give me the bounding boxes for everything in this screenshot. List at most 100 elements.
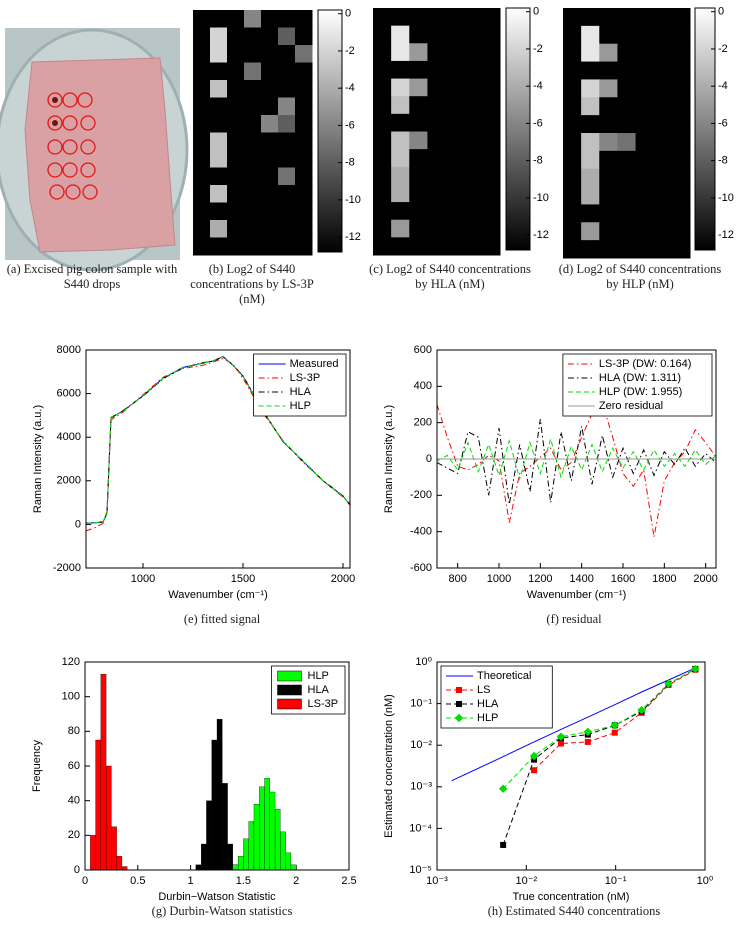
legend-label: LS-3P (DW: 0.164) — [599, 358, 692, 370]
heatmap-cell — [227, 80, 245, 98]
heatmap-cell — [481, 96, 501, 115]
y-tick-label: 100 — [62, 691, 80, 703]
heatmap-cell — [261, 167, 279, 186]
marker — [454, 713, 464, 723]
marker — [498, 784, 508, 793]
heatmap-cell — [653, 222, 673, 241]
heatmap-cell — [563, 115, 582, 134]
heatmap-cell — [210, 132, 228, 151]
heatmap-cell — [653, 168, 673, 188]
heatmap-cell — [210, 150, 228, 168]
series-line — [451, 667, 696, 782]
legend-swatch — [277, 684, 302, 696]
colorbar-tick-label: -2 — [718, 43, 728, 55]
heatmap-cell — [599, 43, 618, 63]
x-axis-label: Wavenumber (cm⁻¹) — [527, 589, 627, 601]
histogram-bar — [116, 855, 123, 871]
heatmap-cell — [563, 61, 582, 80]
x-tick-label: 1800 — [652, 573, 676, 585]
histogram-bar — [95, 739, 101, 871]
heatmap-cell — [617, 25, 637, 45]
legend-swatch — [277, 698, 302, 710]
heatmap-cell — [563, 186, 582, 205]
heatmap-cell — [210, 185, 228, 203]
y-tick-label: 0 — [426, 453, 432, 465]
heatmap-cell — [581, 240, 600, 259]
heatmap-cell — [599, 240, 618, 259]
legend-label: LS — [477, 684, 490, 696]
heatmap-cell — [427, 60, 447, 80]
heatmap-cell — [599, 79, 618, 98]
heatmap-cell — [427, 8, 447, 27]
y-axis-label: Raman Intensity (a.u.) — [383, 405, 395, 513]
heatmap-cell — [599, 186, 618, 205]
heatmap-cell — [563, 25, 582, 45]
heatmap-cell — [653, 8, 673, 27]
heatmap-cell — [653, 25, 673, 45]
heatmap-cell — [409, 113, 428, 132]
heatmap-cell — [445, 219, 465, 238]
drop-circle — [80, 115, 96, 131]
colorbar — [317, 9, 343, 253]
heatmap-cell — [391, 60, 410, 80]
y-axis-label: Estimated concentration (nM) — [383, 694, 395, 838]
histogram-bar — [121, 866, 128, 871]
heatmap-cell — [463, 78, 483, 97]
histogram-bar — [201, 843, 207, 871]
heatmap-cell — [261, 80, 279, 98]
histogram-bar — [248, 821, 255, 871]
heatmap-cell — [391, 25, 410, 44]
heatmap-cell — [635, 150, 655, 170]
drop-circle — [82, 184, 98, 200]
colorbar-tick-label: -10 — [533, 192, 549, 204]
heatmap-cell — [463, 25, 483, 44]
x-tick-label: 1400 — [569, 573, 593, 585]
heatmap-cell — [193, 132, 211, 151]
x-tick-label: 2000 — [693, 573, 717, 585]
heatmap-cell — [227, 150, 245, 168]
heatmap-cell — [581, 79, 600, 98]
heatmap-cell — [193, 237, 211, 256]
caption: (d) Log2 of S440 concentrations by HLP (… — [558, 262, 722, 291]
y-tick-label: 0 — [74, 864, 80, 876]
heatmap-cell — [427, 166, 447, 185]
heatmap-cell — [463, 8, 483, 27]
heatmap-cell — [227, 27, 245, 46]
heatmap-cell — [463, 43, 483, 62]
heatmap-cell — [227, 167, 245, 186]
heatmap-cell — [278, 62, 296, 81]
heatmap-cell — [227, 10, 245, 28]
heatmap-cell — [445, 8, 465, 27]
heatmap-cell — [295, 80, 313, 98]
heatmap-cell — [244, 45, 262, 63]
colorbar-tick-label: -8 — [345, 157, 355, 169]
legend-label: LS-3P — [290, 372, 321, 384]
histogram-bar — [105, 765, 112, 871]
histogram-bar — [227, 843, 233, 871]
heatmap-cell — [227, 45, 245, 63]
y-tick-label: 400 — [414, 380, 432, 392]
y-axis-label: Raman Intensity (a.u.) — [32, 405, 44, 513]
heatmap-cell — [653, 79, 673, 98]
heatmap-cell — [278, 10, 296, 28]
legend-label: Theoretical — [477, 670, 531, 682]
legend-swatch — [277, 670, 302, 682]
heatmap-cell — [581, 8, 600, 27]
colorbar — [694, 7, 716, 251]
drop-circle — [62, 115, 78, 131]
heatmap-cell — [671, 222, 691, 241]
heatmap-cell — [445, 184, 465, 203]
heatmap-cell — [635, 133, 655, 152]
colorbar-tick-label: -12 — [345, 231, 361, 243]
heatmap-cell — [261, 45, 279, 63]
x-tick-label: 800 — [448, 573, 466, 585]
colorbar-tick-label: -12 — [718, 229, 734, 241]
heatmap-cell — [653, 186, 673, 205]
heatmap-cell — [391, 113, 410, 132]
heatmap-cell — [391, 96, 410, 115]
heatmap-cell — [653, 204, 673, 223]
x-tick-label: 1500 — [231, 573, 255, 585]
heatmap-cell — [227, 220, 245, 238]
marker — [583, 727, 593, 737]
